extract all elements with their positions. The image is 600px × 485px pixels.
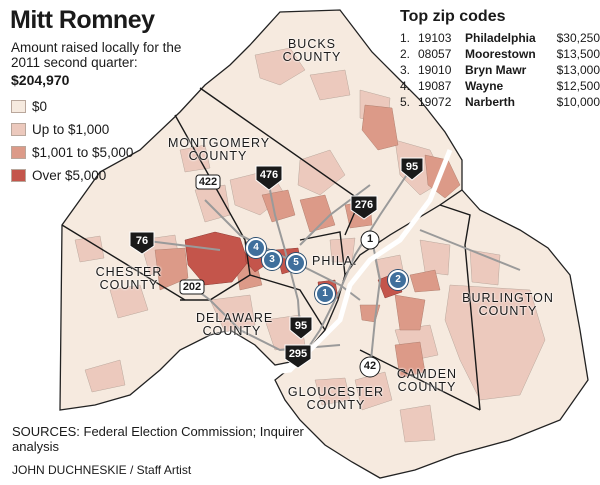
table-row: 3. 19010 Bryn Mawr $13,000	[400, 62, 600, 78]
legend-label: $1,001 to $5,000	[32, 145, 134, 160]
town: Moorestown	[465, 47, 536, 61]
amount: $13,500	[556, 47, 600, 61]
legend-swatch	[11, 146, 26, 159]
highway-276: 276	[354, 199, 374, 211]
artist-credit: JOHN DUCHNESKIE / Staff Artist	[12, 463, 192, 477]
zip-marker-3: 3	[262, 250, 282, 270]
table-row: 4. 19087 Wayne $12,500	[400, 78, 600, 94]
zip-marker-4: 4	[246, 238, 266, 258]
legend-item-3: Over $5,000	[11, 164, 133, 187]
top-zip-table: 1. 19103 Philadelphia $30,250 2. 08057 M…	[400, 30, 600, 110]
legend-label: Up to $1,000	[32, 122, 110, 137]
amount: $10,000	[556, 95, 600, 109]
rank: 4.	[400, 79, 411, 93]
map-subtitle: Amount raised locally for the 2011 secon…	[11, 40, 182, 70]
zip-code: 19103	[418, 31, 452, 45]
zip-marker-2: 2	[388, 270, 408, 290]
highway-95-north: 95	[405, 161, 419, 173]
amount: $30,250	[556, 31, 600, 45]
county-label-montgomery: MONTGOMERY COUNTY	[168, 136, 271, 163]
table-row: 1. 19103 Philadelphia $30,250	[400, 30, 600, 46]
amount: $13,000	[556, 63, 600, 77]
town: Bryn Mawr	[465, 63, 527, 77]
town: Philadelphia	[465, 31, 536, 45]
zip-code: 19072	[418, 95, 452, 109]
highway-422: 422	[198, 176, 218, 188]
county-label-gloucester: GLOUCESTER COUNTY	[287, 385, 385, 412]
highway-76: 76	[135, 235, 149, 247]
highway-42: 42	[363, 360, 377, 372]
zip-code: 19010	[418, 63, 452, 77]
county-label-delaware: DELAWARE COUNTY	[196, 311, 274, 338]
rank: 5.	[400, 95, 411, 109]
legend-label: $0	[32, 99, 48, 114]
legend-item-2: $1,001 to $5,000	[11, 141, 133, 164]
rank: 1.	[400, 31, 411, 45]
delaware-river	[149, 149, 453, 403]
table-row: 2. 08057 Moorestown $13,500	[400, 46, 600, 62]
highway-476: 476	[259, 169, 279, 181]
table-row: 5. 19072 Narberth $10,000	[400, 94, 600, 110]
legend-label: Over $5,000	[32, 168, 107, 183]
legend: $0 Up to $1,000 $1,001 to $5,000 Over $5…	[11, 95, 133, 187]
town: Narberth	[465, 95, 516, 109]
total-amount: $204,970	[11, 72, 70, 88]
rank: 3.	[400, 63, 411, 77]
legend-item-1: Up to $1,000	[11, 118, 133, 141]
zip-code: 19087	[418, 79, 452, 93]
zip-marker-1: 1	[315, 284, 335, 304]
sources-note: SOURCES: Federal Election Commission; In…	[12, 424, 304, 454]
zip-marker-5: 5	[286, 253, 306, 273]
county-label-camden: CAMDEN COUNTY	[396, 367, 458, 394]
legend-swatch	[11, 169, 26, 182]
town: Wayne	[465, 79, 504, 93]
rank: 2.	[400, 47, 411, 61]
county-label-burlington: BURLINGTON COUNTY	[462, 291, 554, 318]
highway-295: 295	[288, 348, 308, 360]
zip-code: 08057	[418, 47, 452, 61]
legend-swatch	[11, 100, 26, 113]
highway-95-south: 95	[294, 320, 308, 332]
county-label-bucks: BUCKS COUNTY	[282, 37, 342, 64]
highway-202: 202	[182, 281, 202, 293]
highway-shields	[129, 157, 424, 378]
county-label-chester: CHESTER COUNTY	[95, 265, 163, 292]
highway-1: 1	[366, 233, 374, 245]
legend-item-0: $0	[11, 95, 133, 118]
legend-swatch	[11, 123, 26, 136]
map-title: Mitt Romney	[10, 6, 155, 34]
top-zip-title: Top zip codes	[400, 8, 506, 25]
amount: $12,500	[556, 79, 600, 93]
county-label-phila: PHILA.	[312, 254, 358, 268]
